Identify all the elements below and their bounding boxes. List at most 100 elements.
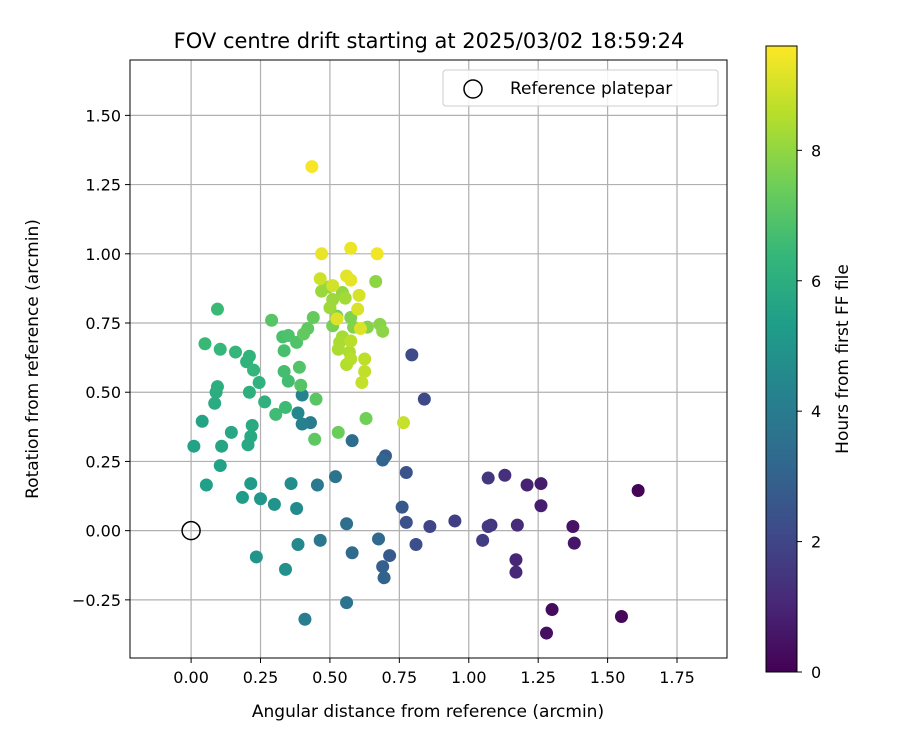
data-point — [359, 412, 373, 426]
data-point — [534, 477, 548, 491]
data-point — [297, 327, 311, 341]
data-point — [323, 301, 337, 315]
data-point — [405, 348, 419, 362]
data-point — [195, 414, 209, 428]
legend-open-circle-icon — [463, 79, 483, 99]
data-point — [294, 378, 308, 392]
data-point — [278, 562, 292, 576]
data-point — [352, 288, 366, 302]
data-point — [355, 376, 369, 390]
data-point — [369, 274, 383, 288]
data-point — [215, 439, 229, 453]
data-point — [278, 400, 292, 414]
data-point — [448, 514, 462, 528]
data-point — [498, 468, 512, 482]
data-point — [383, 549, 397, 563]
data-point — [395, 500, 409, 514]
colorbar-tick-label: 2 — [811, 533, 821, 552]
data-point — [298, 612, 312, 626]
chart-title: FOV centre drift starting at 2025/03/02 … — [174, 29, 685, 53]
data-point — [244, 430, 258, 444]
data-point — [540, 626, 554, 640]
data-point — [409, 537, 423, 551]
data-point — [284, 477, 298, 491]
data-point — [315, 284, 329, 298]
data-point — [376, 324, 390, 338]
x-axis-ticks: 0.00 0.25 0.50 0.75 1.00 1.25 1.50 1.75 — [173, 658, 695, 687]
data-point — [520, 478, 534, 492]
data-point — [199, 478, 213, 492]
data-point — [344, 334, 358, 348]
colorbar — [765, 45, 798, 673]
data-point — [399, 466, 413, 480]
data-point — [249, 550, 263, 564]
data-point — [353, 322, 367, 336]
data-point — [423, 519, 437, 533]
data-point — [345, 434, 359, 448]
data-point — [330, 312, 344, 326]
data-point — [291, 406, 305, 420]
data-point — [235, 490, 249, 504]
data-point — [213, 459, 227, 473]
data-point — [244, 477, 258, 491]
data-points — [187, 160, 645, 640]
data-point — [417, 392, 431, 406]
data-point — [313, 272, 327, 286]
data-point — [291, 537, 305, 551]
data-point — [372, 532, 386, 546]
data-point — [258, 395, 272, 409]
legend-box — [442, 69, 719, 107]
x-tick-label: 0.50 — [312, 668, 348, 687]
legend: Reference platepar — [442, 69, 719, 107]
x-tick-label: 1.75 — [659, 668, 695, 687]
data-point — [397, 416, 411, 430]
data-point — [545, 603, 559, 617]
data-point — [399, 515, 413, 529]
data-point — [326, 279, 340, 293]
data-point — [210, 302, 224, 316]
data-point — [229, 345, 243, 359]
data-point — [567, 536, 581, 550]
data-point — [198, 337, 212, 351]
data-point — [370, 247, 384, 261]
x-axis-label: Angular distance from reference (arcmin) — [252, 702, 604, 722]
data-point — [242, 349, 256, 363]
colorbar-tick-label: 4 — [811, 402, 821, 421]
data-point — [328, 470, 342, 484]
colorbar-tick-label: 0 — [811, 663, 821, 682]
data-point — [245, 418, 259, 432]
data-point — [340, 596, 354, 610]
data-point — [476, 533, 490, 547]
data-point — [376, 560, 390, 574]
y-axis-ticks: −0.25 0.00 0.25 0.50 0.75 1.00 1.25 1.50 — [72, 106, 130, 610]
y-tick-label: 1.25 — [85, 176, 121, 195]
data-point — [614, 609, 628, 623]
data-point — [210, 380, 224, 394]
data-point — [247, 363, 261, 377]
data-point — [509, 553, 523, 567]
data-point — [313, 533, 327, 547]
y-tick-label: 1.00 — [85, 245, 121, 264]
data-point — [509, 565, 523, 579]
y-tick-label: 0.50 — [85, 383, 121, 402]
data-point — [306, 310, 320, 324]
x-tick-label: 1.25 — [520, 668, 556, 687]
data-point — [377, 571, 391, 585]
y-tick-label: 0.25 — [85, 452, 121, 471]
data-point — [308, 432, 322, 446]
data-point — [269, 407, 283, 421]
data-point — [481, 519, 495, 533]
data-point — [290, 502, 304, 515]
data-point — [344, 241, 358, 255]
colorbar-tick-label: 8 — [811, 141, 821, 160]
data-point — [267, 497, 281, 511]
data-point — [358, 364, 372, 378]
x-tick-label: 0.25 — [243, 668, 279, 687]
data-point — [344, 352, 358, 366]
x-tick-label: 0.00 — [173, 668, 209, 687]
data-point — [295, 417, 309, 431]
data-point — [292, 360, 306, 374]
data-point — [277, 344, 291, 358]
data-point — [187, 439, 201, 453]
